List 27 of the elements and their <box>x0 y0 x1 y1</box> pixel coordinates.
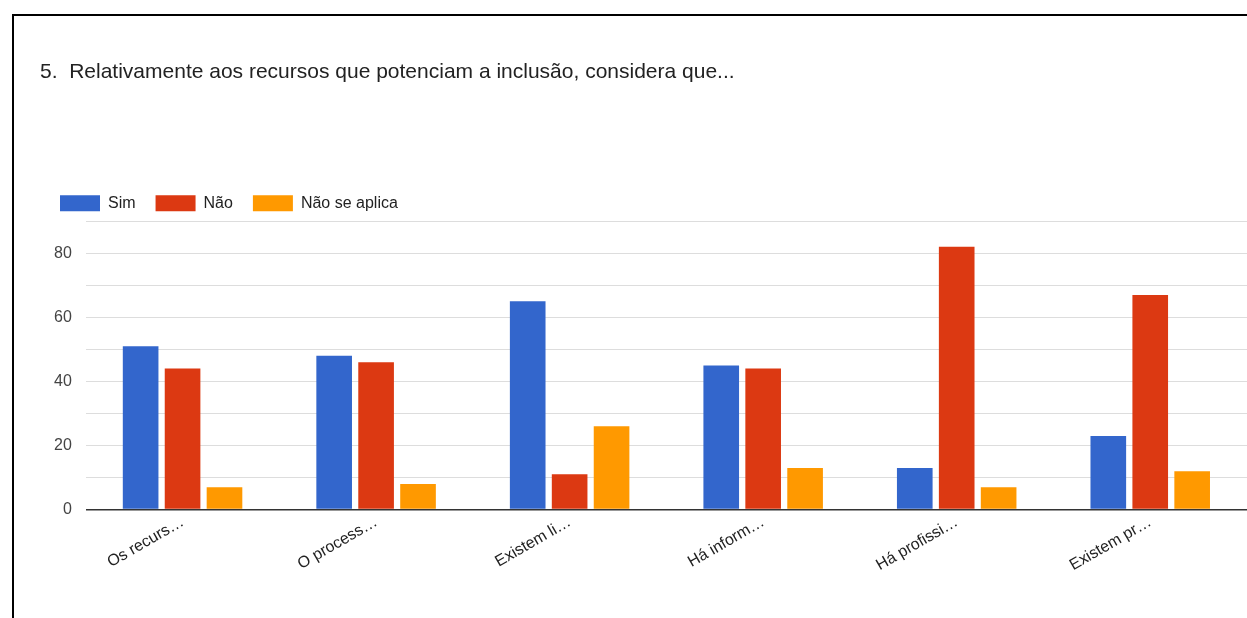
legend-label: Não se aplica <box>300 193 398 211</box>
bar <box>358 362 394 509</box>
bar <box>206 487 243 509</box>
bar <box>400 483 436 509</box>
bar <box>509 301 546 509</box>
y-tick-label: 40 <box>54 371 72 389</box>
bar <box>938 246 975 509</box>
bar <box>551 474 588 509</box>
bar <box>1132 294 1169 509</box>
bar <box>787 467 823 509</box>
bar <box>896 467 933 509</box>
bar <box>593 426 630 509</box>
bar <box>122 346 159 509</box>
y-tick-label: 20 <box>54 435 72 453</box>
bar <box>1090 435 1127 509</box>
chart-title: 5. Relativamente aos recursos que potenciam a inclusão, considera que... <box>40 59 735 83</box>
y-tick-label: 60 <box>54 307 72 325</box>
bar <box>1174 471 1210 509</box>
legend-label: Não <box>203 193 234 211</box>
bar <box>703 365 740 509</box>
y-tick-label: 80 <box>54 243 72 261</box>
y-tick-label: 0 <box>62 499 72 517</box>
bar <box>745 368 781 509</box>
bar <box>164 368 201 509</box>
bar <box>316 355 352 509</box>
bar <box>980 487 1017 509</box>
legend-label: Sim <box>108 193 136 211</box>
